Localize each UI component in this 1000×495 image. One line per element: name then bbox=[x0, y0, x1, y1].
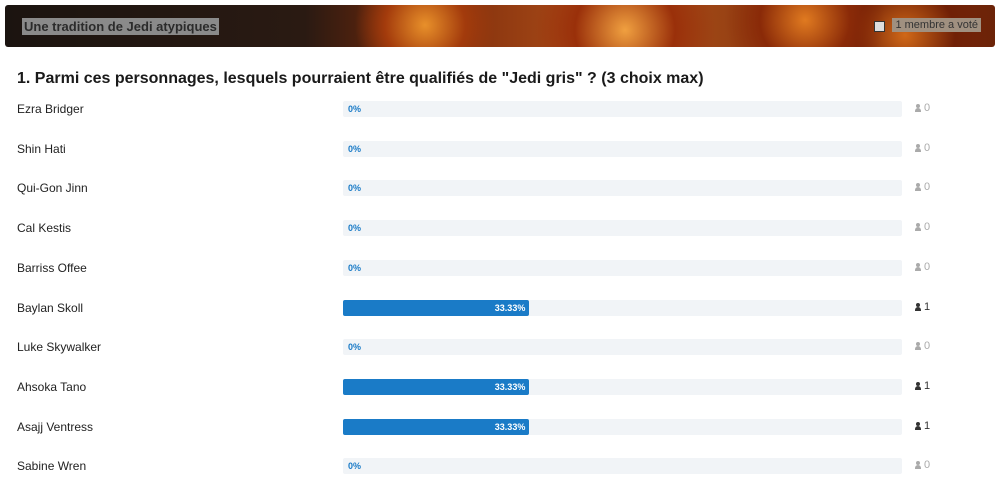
percent-label: 0% bbox=[348, 104, 362, 114]
count: 0 bbox=[924, 340, 931, 353]
poll-option: Sabine Wren 0% 0 bbox=[0, 457, 1000, 477]
option-label: Cal Kestis bbox=[17, 221, 72, 236]
count: 0 bbox=[924, 221, 931, 234]
user-icon bbox=[915, 302, 921, 311]
poll-option: Qui-Gon Jinn 0% 0 bbox=[0, 179, 1000, 199]
bar-track: 33.33% bbox=[343, 378, 902, 395]
vote-count: 0 bbox=[915, 142, 930, 154]
option-label: Ahsoka Tano bbox=[17, 379, 87, 394]
votes-icon bbox=[874, 21, 885, 32]
option-label: Barriss Offee bbox=[17, 260, 87, 275]
bar-fill bbox=[343, 299, 530, 316]
percent-label: 33.33% bbox=[494, 421, 526, 432]
bar-track: 0% bbox=[343, 220, 902, 237]
poll-option: Asajj Ventress 33.33% 1 bbox=[0, 418, 1000, 438]
poll-option: Ahsoka Tano 33.33% 1 bbox=[0, 378, 1000, 398]
bar-track: 0% bbox=[343, 259, 902, 276]
vote-count: 0 bbox=[915, 181, 930, 193]
count: 1 bbox=[924, 419, 931, 432]
option-label: Baylan Skoll bbox=[17, 300, 84, 315]
bar-track: 0% bbox=[343, 101, 902, 117]
percent-label: 0% bbox=[348, 183, 362, 194]
poll-option: Baylan Skoll 33.33% 1 bbox=[0, 299, 1000, 319]
vote-count: 1 bbox=[915, 301, 930, 313]
poll-option: Luke Skywalker 0% 0 bbox=[0, 338, 1000, 358]
user-icon bbox=[915, 262, 921, 271]
poll-option: Cal Kestis 0% 0 bbox=[0, 219, 1000, 239]
count: 0 bbox=[924, 260, 931, 273]
bar-track: 0% bbox=[343, 180, 902, 197]
user-icon bbox=[915, 381, 921, 390]
vote-count: 1 membre a voté bbox=[892, 18, 981, 32]
count: 1 bbox=[924, 379, 931, 392]
bar-track: 33.33% bbox=[343, 418, 902, 435]
option-label: Asajj Ventress bbox=[17, 419, 94, 434]
percent-label: 0% bbox=[348, 342, 362, 353]
bar-fill bbox=[343, 378, 530, 395]
option-label: Luke Skywalker bbox=[17, 340, 102, 355]
vote-count: 0 bbox=[915, 102, 930, 114]
count: 1 bbox=[924, 300, 931, 313]
option-label: Sabine Wren bbox=[17, 459, 87, 474]
percent-label: 33.33% bbox=[494, 302, 526, 313]
count: 0 bbox=[924, 102, 931, 114]
count: 0 bbox=[924, 459, 931, 472]
poll-title: Une tradition de Jedi atypiques bbox=[22, 18, 219, 35]
vote-count: 0 bbox=[915, 459, 930, 471]
user-icon bbox=[915, 223, 921, 232]
percent-label: 0% bbox=[348, 461, 362, 472]
percent-label: 33.33% bbox=[494, 381, 526, 392]
count: 0 bbox=[924, 181, 931, 194]
vote-count: 0 bbox=[915, 261, 930, 273]
count: 0 bbox=[924, 141, 931, 154]
vote-count: 1 bbox=[915, 420, 930, 432]
percent-label: 0% bbox=[348, 262, 362, 273]
bar-fill bbox=[343, 418, 530, 435]
bar-track: 0% bbox=[343, 140, 902, 157]
bar-track: 0% bbox=[343, 458, 902, 475]
percent-label: 0% bbox=[348, 143, 362, 154]
user-icon bbox=[915, 143, 921, 152]
poll-option: Barriss Offee 0% 0 bbox=[0, 259, 1000, 279]
percent-label: 0% bbox=[348, 223, 362, 234]
bar-track: 33.33% bbox=[343, 299, 902, 316]
poll-question: 1. Parmi ces personnages, lesquels pourr… bbox=[17, 70, 704, 87]
poll-option: Shin Hati 0% 0 bbox=[0, 140, 1000, 160]
bar-track: 0% bbox=[343, 339, 902, 356]
user-icon bbox=[915, 183, 921, 192]
option-label: Ezra Bridger bbox=[17, 102, 84, 116]
vote-count: 1 bbox=[915, 380, 930, 392]
user-icon bbox=[915, 342, 921, 351]
vote-count: 0 bbox=[915, 340, 930, 352]
option-label: Shin Hati bbox=[17, 141, 66, 156]
user-icon bbox=[915, 421, 921, 430]
poll-banner: Une tradition de Jedi atypiques 1 membre… bbox=[5, 5, 995, 47]
option-label: Qui-Gon Jinn bbox=[17, 181, 88, 196]
poll-option: Ezra Bridger 0% 0 bbox=[0, 100, 1000, 120]
user-icon bbox=[915, 461, 921, 470]
vote-count: 0 bbox=[915, 221, 930, 233]
user-icon bbox=[915, 104, 921, 112]
